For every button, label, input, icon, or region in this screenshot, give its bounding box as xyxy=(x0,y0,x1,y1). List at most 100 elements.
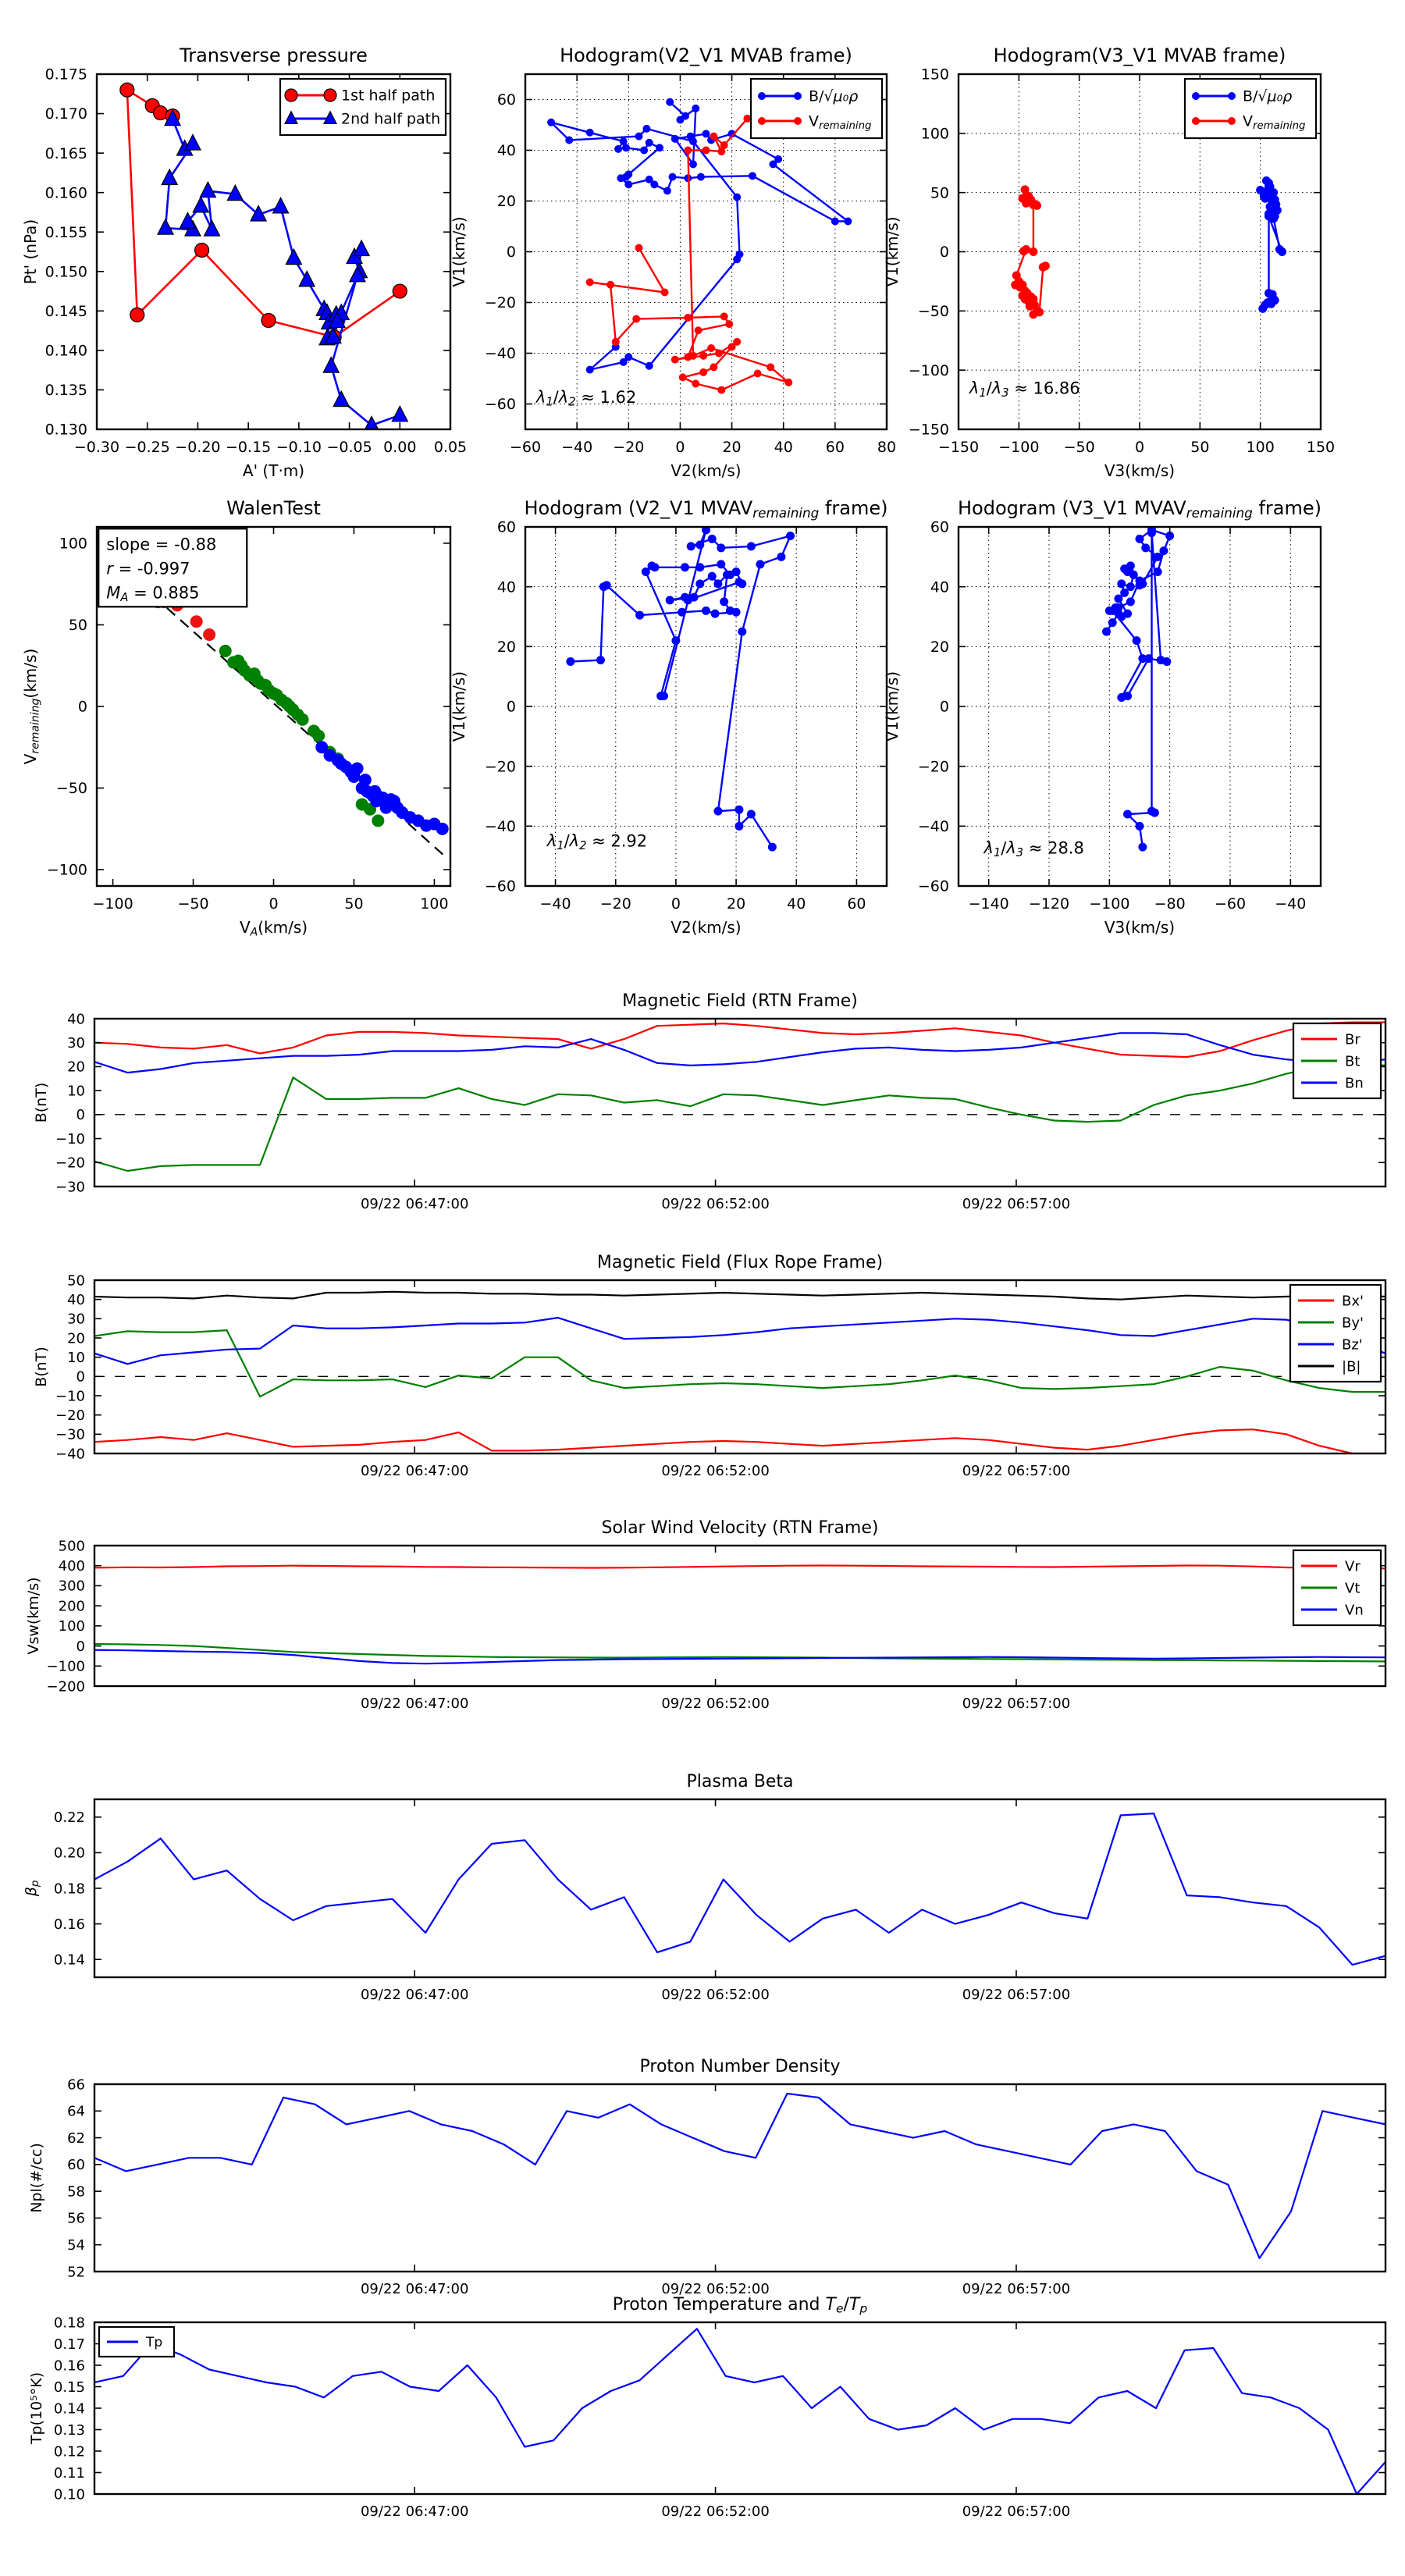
svg-text:20: 20 xyxy=(722,439,741,456)
svg-text:Bz': Bz' xyxy=(1342,1336,1363,1353)
svg-text:09/22 06:47:00: 09/22 06:47:00 xyxy=(361,1695,468,1712)
chart-hodogram-v3v1-mvav: −140 −120 −100 −80 −60 −40 −60 −40 −20 0 20 40 60 Hod… xyxy=(883,497,1322,937)
svg-text:150: 150 xyxy=(1307,439,1335,456)
svg-text:Vt: Vt xyxy=(1345,1580,1360,1596)
svg-text:−20: −20 xyxy=(485,758,516,775)
chart-mag-field-flux-rope: 09/22 06:47:00 09/22 06:52:00 09/22 06:57:… xyxy=(33,1253,1387,1479)
svg-text:−0.05: −0.05 xyxy=(326,439,372,456)
svg-text:−20: −20 xyxy=(55,1407,85,1424)
legend: B/√μ₀ρ Vremaining xyxy=(749,77,884,140)
svg-text:0.130: 0.130 xyxy=(45,422,87,439)
svg-text:λ1/λ3 ≈ 16.86: λ1/λ3 ≈ 16.86 xyxy=(969,379,1080,400)
legend: Tp xyxy=(98,2325,176,2358)
svg-text:0.140: 0.140 xyxy=(45,343,87,360)
svg-text:0: 0 xyxy=(507,244,516,261)
ticks: 09/22 06:47:00 09/22 06:52:00 09/22 06:57:… xyxy=(67,2076,1385,2297)
svg-text:100: 100 xyxy=(420,895,448,913)
series-group xyxy=(1011,176,1287,319)
series-group xyxy=(94,1813,1385,1966)
series-group xyxy=(94,1021,1385,1172)
series-b-alfven xyxy=(1101,527,1175,852)
svg-text:09/22 06:52:00: 09/22 06:52:00 xyxy=(661,1463,769,1479)
svg-text:0.20: 0.20 xyxy=(54,1845,85,1862)
svg-text:09/22 06:57:00: 09/22 06:57:00 xyxy=(962,2503,1070,2520)
svg-text:Vr: Vr xyxy=(1345,1558,1361,1574)
legend: Bx' By' Bz' |B| xyxy=(1289,1283,1382,1383)
svg-text:150: 150 xyxy=(921,66,949,84)
svg-text:B/√μ₀ρ: B/√μ₀ρ xyxy=(1243,88,1292,105)
chart-transverse-pressure: −0.30 −0.25 −0.20 −0.15 −0.10 −0.05 0.00 0.05 0.… xyxy=(21,44,467,480)
series-Vn xyxy=(94,1649,1385,1665)
axes-frame xyxy=(93,1279,1387,1455)
svg-text:0: 0 xyxy=(671,895,681,913)
series-Bx-prime xyxy=(94,1429,1385,1453)
svg-text:MA = 0.885: MA = 0.885 xyxy=(106,583,199,604)
svg-text:−0.30: −0.30 xyxy=(74,439,119,456)
svg-text:−120: −120 xyxy=(1029,895,1069,913)
svg-text:Vn: Vn xyxy=(1345,1602,1364,1618)
svg-text:B(nT): B(nT) xyxy=(33,1083,50,1123)
svg-text:200: 200 xyxy=(59,1598,85,1614)
svg-text:−0.20: −0.20 xyxy=(175,439,220,456)
svg-text:09/22 06:52:00: 09/22 06:52:00 xyxy=(661,1695,769,1712)
svg-text:V2(km/s): V2(km/s) xyxy=(670,918,741,937)
svg-text:Vremaining: Vremaining xyxy=(1243,113,1305,132)
series-Bt xyxy=(94,1063,1385,1172)
svg-text:λ1/λ2 ≈ 1.62: λ1/λ2 ≈ 1.62 xyxy=(535,388,636,409)
svg-text:V1(km/s): V1(km/s) xyxy=(450,216,468,286)
svg-text:0: 0 xyxy=(940,699,949,716)
svg-text:400: 400 xyxy=(59,1558,85,1574)
svg-text:50: 50 xyxy=(1190,439,1209,456)
svg-text:−100: −100 xyxy=(47,862,87,879)
axes-frame xyxy=(93,1544,1387,1688)
svg-text:−40: −40 xyxy=(561,439,592,456)
series-Br xyxy=(94,1021,1385,1059)
ticks: −150 −100 −50 0 50 100 150 −150 −100 −50 0 50 100 150 xyxy=(909,66,1335,456)
svg-text:0.150: 0.150 xyxy=(45,263,87,280)
svg-text:slope = -0.88: slope = -0.88 xyxy=(106,535,216,553)
svg-text:50: 50 xyxy=(930,184,949,201)
svg-text:62: 62 xyxy=(67,2130,85,2147)
svg-text:0: 0 xyxy=(76,1107,85,1123)
series-v-remaining xyxy=(585,114,793,394)
svg-text:WalenTest: WalenTest xyxy=(226,497,321,519)
svg-text:Br: Br xyxy=(1345,1031,1361,1048)
svg-text:r = -0.997: r = -0.997 xyxy=(106,559,190,578)
svg-text:0.14: 0.14 xyxy=(54,1952,85,1969)
svg-text:2nd half path: 2nd half path xyxy=(341,111,440,128)
series-Tp xyxy=(94,2328,1385,2494)
svg-text:−0.25: −0.25 xyxy=(125,439,170,456)
svg-text:64: 64 xyxy=(67,2104,85,2120)
svg-text:Hodogram(V3_V1 MVAB frame): Hodogram(V3_V1 MVAB frame) xyxy=(994,44,1286,66)
svg-text:−150: −150 xyxy=(909,422,949,439)
svg-text:Hodogram (V2_V1 MVAVremaining: Hodogram (V2_V1 MVAVremaining frame) xyxy=(524,497,887,521)
svg-text:0.145: 0.145 xyxy=(45,303,87,320)
svg-text:20: 20 xyxy=(727,895,745,913)
svg-text:V2(km/s): V2(km/s) xyxy=(670,461,741,480)
svg-text:Vremaining: Vremaining xyxy=(809,113,871,132)
svg-text:Vsw(km/s): Vsw(km/s) xyxy=(25,1577,42,1654)
svg-text:0.12: 0.12 xyxy=(54,2443,85,2460)
svg-text:V1(km/s): V1(km/s) xyxy=(450,671,468,742)
svg-text:0.00: 0.00 xyxy=(383,439,416,456)
svg-text:40: 40 xyxy=(497,142,516,159)
svg-text:−100: −100 xyxy=(1089,895,1129,913)
svg-text:Solar Wind Velocity (RTN Frame: Solar Wind Velocity (RTN Frame) xyxy=(602,1518,879,1538)
series-Vr xyxy=(94,1564,1385,1570)
axes-frame xyxy=(93,1798,1387,1979)
series-group xyxy=(547,98,852,394)
chart-proton-number-density: 09/22 06:47:00 09/22 06:52:00 09/22 06:57:… xyxy=(28,2057,1387,2297)
svg-text:Bx': Bx' xyxy=(1342,1293,1364,1309)
svg-text:40: 40 xyxy=(774,439,793,456)
svg-text:0.14: 0.14 xyxy=(54,2400,85,2417)
svg-text:By': By' xyxy=(1342,1315,1364,1331)
series-group xyxy=(566,527,795,852)
svg-text:09/22 06:52:00: 09/22 06:52:00 xyxy=(661,1987,769,2003)
svg-text:βp: βp xyxy=(23,1880,41,1898)
svg-text:0: 0 xyxy=(76,1638,85,1655)
svg-text:09/22 06:57:00: 09/22 06:57:00 xyxy=(962,1196,1070,1212)
svg-text:09/22 06:52:00: 09/22 06:52:00 xyxy=(661,1196,769,1212)
svg-text:Tp: Tp xyxy=(145,2335,162,2350)
svg-text:−10: −10 xyxy=(55,1388,85,1404)
chart-plasma-beta: 09/22 06:47:00 09/22 06:52:00 09/22 06:57:… xyxy=(23,1772,1387,2003)
